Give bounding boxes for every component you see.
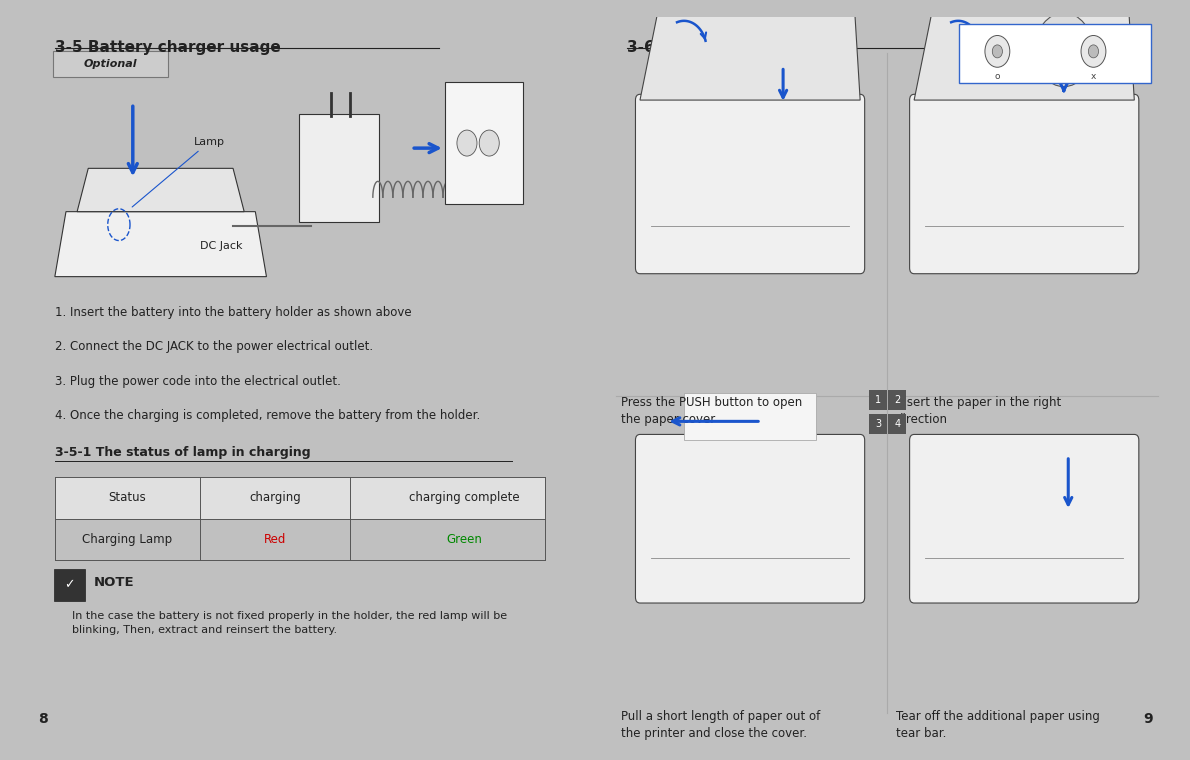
Text: 3-6 Roll paper installation: 3-6 Roll paper installation (627, 40, 850, 55)
Text: 3-5 Battery charger usage: 3-5 Battery charger usage (55, 40, 281, 55)
Text: 1: 1 (875, 395, 881, 405)
Text: Tear off the additional paper using
tear bar.: Tear off the additional paper using tear… (896, 710, 1100, 739)
Bar (445, 82, 522, 204)
Text: Charging Lamp: Charging Lamp (82, 533, 173, 546)
Circle shape (1081, 36, 1106, 68)
Text: In the case the battery is not fixed properly in the holder, the red lamp will b: In the case the battery is not fixed pro… (71, 611, 507, 635)
Polygon shape (55, 212, 267, 277)
Text: Green: Green (446, 533, 482, 546)
Text: 3: 3 (875, 419, 881, 429)
FancyBboxPatch shape (299, 114, 378, 222)
Circle shape (480, 130, 500, 156)
Polygon shape (914, 8, 1134, 100)
Text: Pull a short length of paper out of
the printer and close the cover.: Pull a short length of paper out of the … (621, 710, 821, 739)
Text: 1. Insert the battery into the battery holder as shown above: 1. Insert the battery into the battery h… (55, 306, 412, 318)
Text: ✓: ✓ (64, 578, 75, 591)
Polygon shape (684, 393, 816, 440)
Text: 8: 8 (38, 711, 48, 726)
Circle shape (1035, 13, 1092, 87)
Circle shape (1089, 45, 1098, 58)
Bar (869, 390, 888, 410)
Circle shape (992, 45, 1002, 58)
Polygon shape (640, 8, 860, 100)
Text: Press the PUSH button to open
the paper cover: Press the PUSH button to open the paper … (621, 396, 803, 426)
Circle shape (985, 36, 1010, 68)
FancyBboxPatch shape (959, 24, 1151, 83)
FancyBboxPatch shape (54, 569, 84, 601)
Text: 2. Connect the DC JACK to the power electrical outlet.: 2. Connect the DC JACK to the power elec… (55, 340, 372, 353)
Text: Optional: Optional (83, 59, 137, 68)
Text: 3-5-1 The status of lamp in charging: 3-5-1 The status of lamp in charging (55, 446, 311, 459)
Text: DC Jack: DC Jack (200, 241, 242, 252)
Circle shape (457, 130, 477, 156)
Bar (888, 414, 907, 434)
Bar (869, 414, 888, 434)
Text: Status: Status (108, 491, 146, 504)
Text: 4: 4 (894, 419, 901, 429)
Text: charging complete: charging complete (409, 491, 520, 504)
Text: Insert the paper in the right
direction: Insert the paper in the right direction (896, 396, 1060, 426)
Text: o: o (995, 71, 1000, 81)
Text: 4. Once the charging is completed, remove the battery from the holder.: 4. Once the charging is completed, remov… (55, 410, 480, 423)
FancyBboxPatch shape (909, 435, 1139, 603)
Text: NOTE: NOTE (94, 576, 134, 589)
Polygon shape (77, 169, 244, 212)
Text: x: x (1091, 71, 1096, 81)
Text: charging: charging (249, 491, 301, 504)
Text: 2: 2 (894, 395, 901, 405)
FancyBboxPatch shape (635, 435, 865, 603)
Text: Red: Red (264, 533, 286, 546)
FancyBboxPatch shape (909, 94, 1139, 274)
FancyBboxPatch shape (635, 94, 865, 274)
Bar (888, 390, 907, 410)
Bar (55, 477, 545, 518)
Text: 3. Plug the power code into the electrical outlet.: 3. Plug the power code into the electric… (55, 375, 340, 388)
Text: 9: 9 (1144, 711, 1153, 726)
Text: Lamp: Lamp (132, 137, 225, 207)
FancyBboxPatch shape (54, 51, 168, 77)
